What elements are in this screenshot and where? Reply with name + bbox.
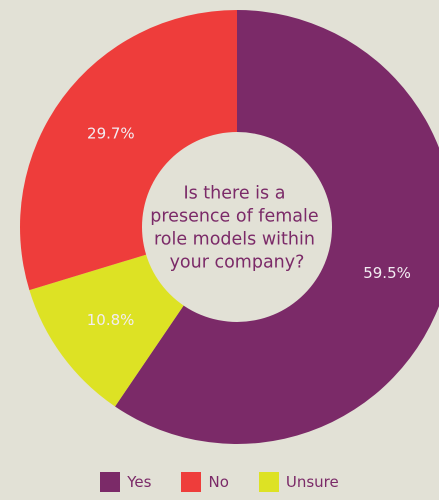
center-text-line: presence of female	[150, 207, 318, 227]
center-question: Is there is a presence of female role mo…	[150, 184, 323, 273]
slice-label-no: 29.7%	[87, 125, 135, 143]
slice-label-unsure: 10.8%	[87, 311, 135, 329]
legend-swatch-no	[181, 472, 202, 492]
legend-label-unsure: Unsure	[285, 473, 339, 491]
legend-item-unsure: Unsure	[258, 472, 339, 492]
legend: Yes No Unsure	[0, 472, 439, 492]
legend-swatch-yes	[100, 472, 121, 492]
donut-chart: 59.5% 10.8% 29.7% Is there is a presence o…	[20, 10, 439, 444]
center-text-line: role models within	[154, 230, 315, 250]
donut-hole	[142, 132, 332, 322]
legend-swatch-unsure	[258, 472, 279, 492]
center-text-line: Is there is a	[183, 184, 285, 204]
legend-label-yes: Yes	[127, 473, 152, 491]
center-text-line: your company?	[170, 253, 305, 273]
slice-labels: 59.5% 10.8% 29.7%	[87, 125, 411, 330]
legend-item-no: No	[181, 472, 229, 492]
legend-label-no: No	[208, 473, 229, 491]
slice-label-yes: 59.5%	[363, 264, 411, 282]
legend-item-yes: Yes	[100, 472, 151, 492]
